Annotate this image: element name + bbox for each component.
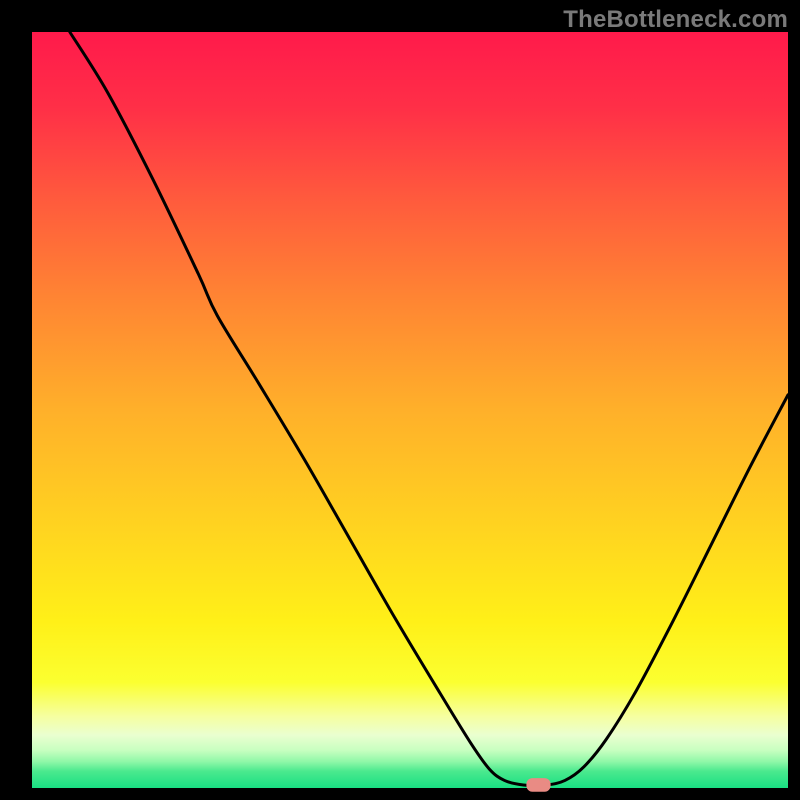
optimal-marker [526, 778, 550, 792]
plot-background-gradient [32, 32, 788, 788]
bottleneck-chart [0, 0, 800, 800]
chart-stage: TheBottleneck.com [0, 0, 800, 800]
